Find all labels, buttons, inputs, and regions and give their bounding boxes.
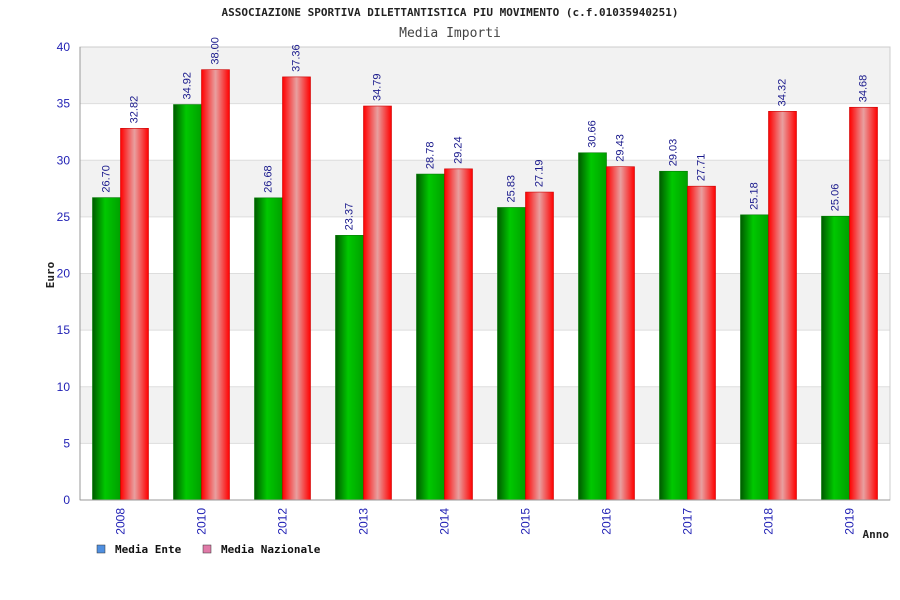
x-tick-label: 2012 [276,508,290,535]
legend-swatch-media-ente [96,544,106,554]
x-tick-label: 2018 [762,508,776,535]
data-label: 38.00 [210,37,222,65]
data-label: 26.70 [101,165,113,193]
y-tick-label: 40 [57,40,71,54]
bar-media-nazionale-2019 [849,106,878,501]
legend-label-media-ente: Media Ente [115,543,182,556]
x-tick-label: 2019 [843,508,857,535]
bar-media-nazionale-2013 [363,105,392,501]
bar-media-ente-2019 [821,215,850,501]
chart-title: ASSOCIAZIONE SPORTIVA DILETTANTISTICA PI… [222,6,679,19]
bar-media-ente-2010 [173,104,202,501]
y-tick-label: 25 [57,210,71,224]
y-tick-label: 0 [63,493,70,507]
data-label: 34.68 [858,75,870,103]
data-label: 32.82 [129,96,141,124]
legend-label-media-nazionale: Media Nazionale [221,543,321,556]
bars: 26.70 32.82 34.92 38.00 26.68 37.36 23.37 34.79… [92,37,878,501]
bar-media-nazionale-2015 [525,191,554,501]
bar-media-ente-2014 [416,173,445,501]
legend: Media Ente Media Nazionale [96,543,321,556]
y-axis-ticks: 0 5 10 15 20 25 30 35 40 [57,40,71,507]
bar-media-nazionale-2012 [282,76,311,501]
y-tick-label: 35 [57,97,71,111]
data-label: 34.32 [777,79,789,107]
bar-media-nazionale-2014 [444,168,473,501]
bar-media-ente-2015 [497,207,526,501]
bar-media-ente-2017 [659,170,688,501]
data-label: 29.03 [668,139,680,167]
x-axis-label: Anno [863,528,890,541]
x-axis-ticks: 2008 2010 2012 2013 2014 2015 2016 2017 2018 2019 [114,508,857,535]
x-tick-label: 2016 [600,508,614,535]
y-tick-label: 15 [57,323,71,337]
y-tick-label: 5 [63,436,70,450]
bar-media-ente-2012 [254,197,283,501]
data-label: 30.66 [587,120,599,148]
data-label: 25.83 [506,175,518,203]
data-label: 25.06 [830,184,842,212]
data-label: 27.19 [534,160,546,188]
bar-media-nazionale-2016 [606,166,635,501]
data-label: 27.71 [696,154,708,182]
x-tick-label: 2015 [519,508,533,535]
data-label: 29.24 [453,136,465,164]
y-tick-label: 10 [57,380,71,394]
data-label: 25.18 [749,182,761,210]
bar-media-ente-2008 [92,197,121,501]
data-label: 26.68 [263,165,275,193]
bar-media-nazionale-2008 [120,128,149,501]
bar-media-nazionale-2010 [201,69,230,501]
bar-media-nazionale-2018 [768,111,797,501]
data-label: 23.37 [344,203,356,231]
y-tick-label: 30 [57,153,71,167]
bar-media-nazionale-2017 [687,185,716,501]
chart-subtitle: Media Importi [399,26,501,41]
legend-swatch-media-nazionale [202,544,212,554]
y-tick-label: 20 [57,267,71,281]
x-tick-label: 2010 [195,508,209,535]
bar-media-ente-2013 [335,235,364,501]
y-axis-label: Euro [44,261,57,288]
data-label: 28.78 [425,142,437,170]
data-label: 37.36 [291,44,303,72]
bar-media-ente-2016 [578,152,607,501]
data-label: 29.43 [615,134,627,162]
x-tick-label: 2017 [681,508,695,535]
x-tick-label: 2013 [357,508,371,535]
data-label: 34.92 [182,72,194,100]
bar-media-ente-2018 [740,214,769,501]
x-tick-label: 2014 [438,508,452,535]
x-tick-label: 2008 [114,508,128,535]
data-label: 34.79 [372,73,384,101]
